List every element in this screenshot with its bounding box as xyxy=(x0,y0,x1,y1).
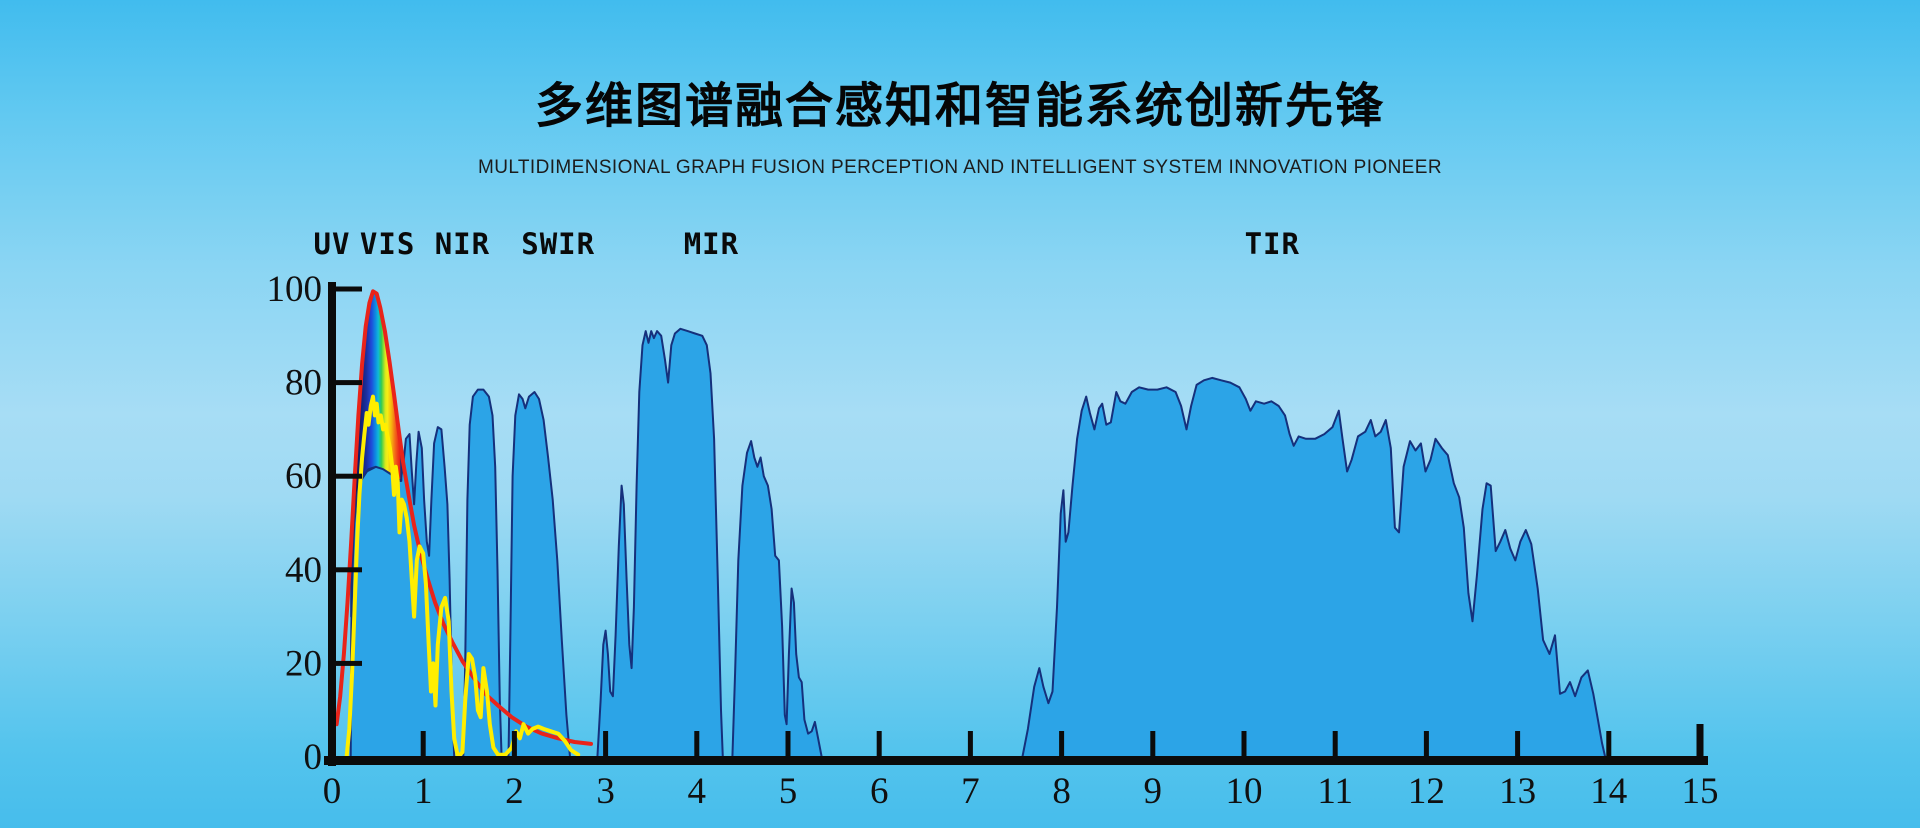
x-tick xyxy=(967,731,973,757)
x-tick-label: 14 xyxy=(1590,771,1627,812)
x-tick-label: 8 xyxy=(1052,771,1071,812)
x-tick-label: 0 xyxy=(323,771,342,812)
x-tick-label: 7 xyxy=(961,771,980,812)
x-tick-label: 13 xyxy=(1499,771,1536,812)
x-tick-label: 11 xyxy=(1317,771,1353,812)
y-tick xyxy=(336,567,362,573)
y-tick-label: 0 xyxy=(304,737,323,778)
y-tick xyxy=(336,286,362,292)
atmosphere-window-area xyxy=(1021,376,1607,758)
x-tick xyxy=(785,731,791,757)
x-tick xyxy=(1150,731,1156,757)
atmosphere-window-area xyxy=(349,426,456,758)
x-tick xyxy=(1515,731,1521,757)
x-axis-line xyxy=(324,756,1708,765)
x-tick-label: 6 xyxy=(870,771,889,812)
x-tick xyxy=(511,731,517,757)
band-label-uv: UV xyxy=(313,227,351,261)
y-tick-label: 80 xyxy=(285,363,322,404)
x-tick-label: 10 xyxy=(1226,771,1263,812)
x-tick-label: 5 xyxy=(779,771,798,812)
band-label-mir: MIR xyxy=(683,227,740,261)
y-tick-label: 20 xyxy=(285,643,322,684)
x-axis-endcap xyxy=(1696,724,1704,765)
x-tick-label: 4 xyxy=(688,771,707,812)
band-label-tir: TIR xyxy=(1244,227,1300,261)
x-tick-label: 15 xyxy=(1682,771,1719,812)
x-tick xyxy=(1332,731,1338,757)
spectral-band-labels: UV VIS NIR SWIR MIR TIR xyxy=(0,227,1920,261)
x-tick xyxy=(603,731,609,757)
x-tick xyxy=(1241,731,1247,757)
x-tick-label: 1 xyxy=(414,771,433,812)
band-label-swir: SWIR xyxy=(521,227,596,261)
y-tick-label: 100 xyxy=(267,269,323,310)
x-tick-label: 12 xyxy=(1408,771,1445,812)
x-tick xyxy=(1606,731,1612,757)
y-tick-label: 40 xyxy=(285,550,322,591)
x-tick xyxy=(1059,731,1065,757)
y-tick xyxy=(336,660,362,666)
x-tick xyxy=(694,731,700,757)
x-tick xyxy=(1423,731,1429,757)
band-label-nir: NIR xyxy=(434,227,491,261)
page-subtitle: MULTIDIMENSIONAL GRAPH FUSION PERCEPTION… xyxy=(478,157,1442,178)
atmosphere-window-area xyxy=(507,391,571,758)
y-axis-line xyxy=(328,282,336,766)
x-tick-label: 3 xyxy=(596,771,615,812)
x-tick-label: 2 xyxy=(505,771,524,812)
atmosphere-window-area xyxy=(731,440,823,758)
x-tick xyxy=(420,731,426,757)
blackbody-envelope-curve xyxy=(334,289,593,746)
y-tick xyxy=(336,473,362,479)
y-tick-label: 60 xyxy=(285,456,322,497)
x-tick-label: 9 xyxy=(1144,771,1163,812)
page-title: 多维图谱融合感知和智能系统创新先锋 xyxy=(534,80,1385,133)
band-label-vis: VIS xyxy=(359,227,416,261)
atmosphere-window-area xyxy=(596,327,724,758)
x-tick xyxy=(876,731,882,757)
transmission-windows-layer xyxy=(349,327,1607,758)
y-tick xyxy=(336,380,362,386)
